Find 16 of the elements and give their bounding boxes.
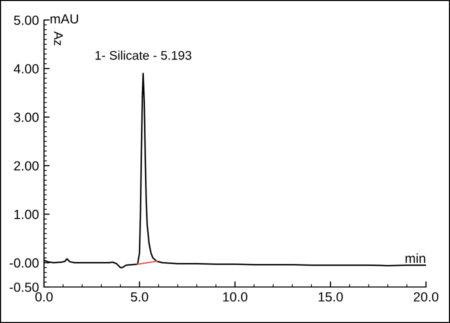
x-tick-label: 5.0 bbox=[130, 292, 148, 302]
y-tick-label: 2.00 bbox=[14, 161, 39, 171]
annotation: 1- Silicate - 5.193 bbox=[96, 50, 192, 60]
x-tick-label: 15.0 bbox=[318, 292, 343, 302]
y-tick-label: 1.00 bbox=[14, 210, 39, 220]
x-axis-title: min bbox=[406, 253, 426, 263]
y-tick-label: -0.00 bbox=[10, 258, 39, 268]
y-tick-label: -0.50 bbox=[10, 282, 39, 292]
x-tick-label: 10.0 bbox=[223, 292, 248, 302]
x-tick-label: 20.0 bbox=[414, 292, 438, 302]
y-axis-title: mAU bbox=[50, 14, 78, 24]
annotation: Az bbox=[54, 31, 63, 46]
y-tick-label: 3.00 bbox=[14, 112, 39, 122]
y-tick-label: 4.00 bbox=[14, 64, 39, 74]
y-tick-label: 5.00 bbox=[14, 16, 39, 25]
x-tick-label: 0.0 bbox=[35, 292, 53, 302]
